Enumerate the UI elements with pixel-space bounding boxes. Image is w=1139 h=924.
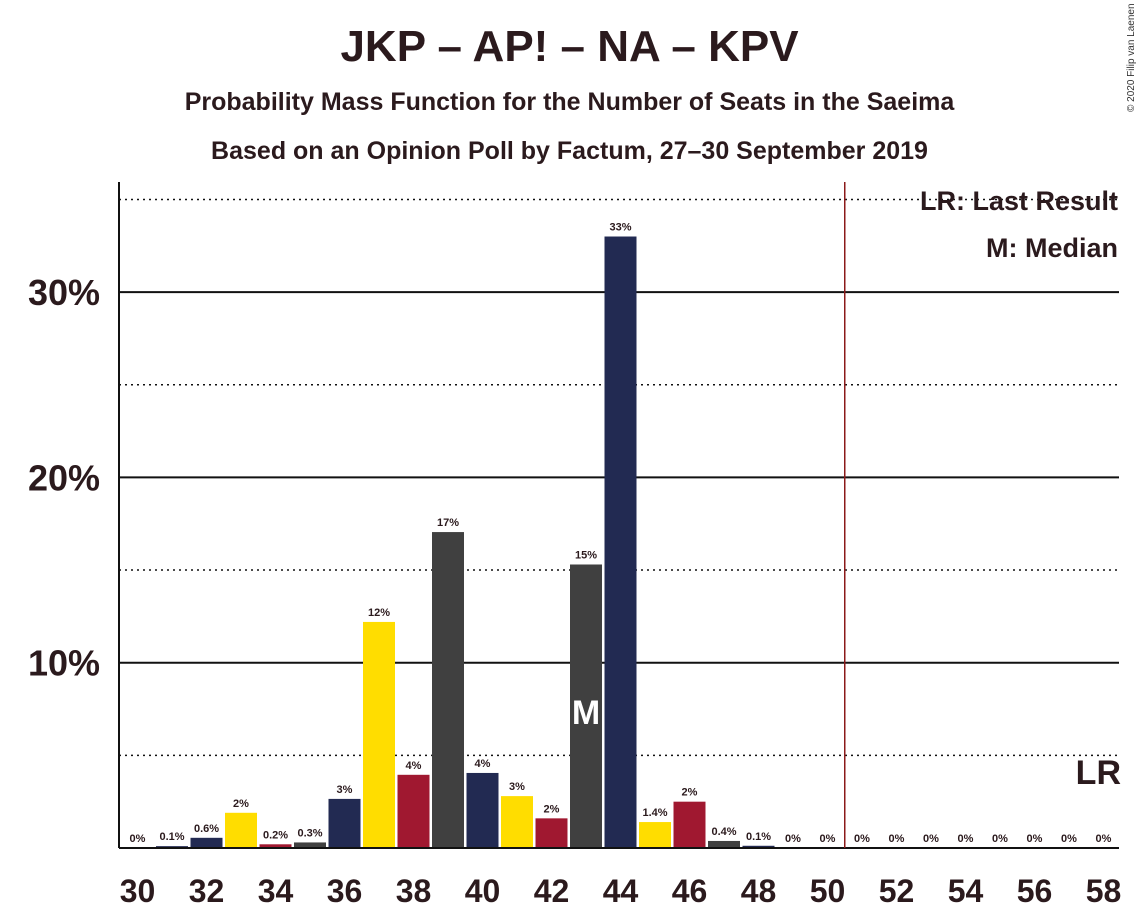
x-tick-label: 52 xyxy=(879,873,915,909)
x-tick-label: 30 xyxy=(120,873,156,909)
x-tick-label: 32 xyxy=(189,873,225,909)
value-label-37: 12% xyxy=(368,607,390,619)
chart-title: JKP – AP! – NA – KPV xyxy=(340,22,799,71)
value-label-48: 0.1% xyxy=(746,831,771,843)
value-label-53: 0% xyxy=(923,833,939,845)
bar-43 xyxy=(570,564,602,848)
value-label-46: 2% xyxy=(682,787,698,799)
value-label-43: 15% xyxy=(575,549,597,561)
bar-45 xyxy=(639,822,671,848)
value-label-44: 33% xyxy=(609,222,631,234)
x-tick-label: 36 xyxy=(327,873,363,909)
x-tick-label: 48 xyxy=(741,873,777,909)
value-label-40: 4% xyxy=(475,758,491,770)
x-tick-label: 54 xyxy=(948,873,984,909)
value-label-56: 0% xyxy=(1027,833,1043,845)
bar-34 xyxy=(259,844,292,848)
y-tick-label: 30% xyxy=(28,272,100,313)
value-label-58: 0% xyxy=(1096,833,1112,845)
x-axis: 30 32 34 36 38 40 42 44 46 48 50 52 54 56 58 xyxy=(119,847,1122,909)
bar-38 xyxy=(397,774,430,848)
x-tick-label: 58 xyxy=(1086,873,1122,909)
value-label-51: 0% xyxy=(854,833,870,845)
value-label-35: 0.3% xyxy=(297,827,322,839)
y-axis: 10% 20% 30% xyxy=(28,182,120,848)
value-label-50: 0% xyxy=(820,833,836,845)
legend-last-result: LR: Last Result xyxy=(920,186,1118,216)
bar-39 xyxy=(432,532,464,848)
bar-48 xyxy=(742,845,775,848)
value-label-41: 3% xyxy=(509,781,525,793)
x-tick-label: 56 xyxy=(1017,873,1053,909)
value-label-54: 0% xyxy=(958,833,974,845)
bar-33 xyxy=(225,812,257,848)
value-label-49: 0% xyxy=(785,833,801,845)
value-label-32: 0.6% xyxy=(194,823,219,835)
x-tick-label: 46 xyxy=(672,873,708,909)
median-marker: M xyxy=(572,694,600,732)
value-label-52: 0% xyxy=(889,833,905,845)
bar-40 xyxy=(466,772,499,848)
value-label-30: 0% xyxy=(130,833,146,845)
bar-47 xyxy=(708,840,740,848)
x-tick-label: 38 xyxy=(396,873,432,909)
bar-46 xyxy=(673,801,706,848)
bar-32 xyxy=(190,837,223,848)
y-tick-label: 20% xyxy=(28,457,100,498)
bar-44 xyxy=(604,236,637,848)
bar-41 xyxy=(501,796,533,848)
x-tick-label: 34 xyxy=(258,873,294,909)
value-label-42: 2% xyxy=(544,803,560,815)
value-label-38: 4% xyxy=(406,760,422,772)
value-label-36: 3% xyxy=(337,784,353,796)
x-tick-label: 50 xyxy=(810,873,846,909)
bar-37 xyxy=(363,621,395,848)
value-label-31: 0.1% xyxy=(159,831,184,843)
chart-subtitle-poll: Based on an Opinion Poll by Factum, 27–3… xyxy=(211,137,928,165)
last-result-marker: LR xyxy=(1076,754,1121,792)
bar-35 xyxy=(294,842,326,848)
value-label-45: 1.4% xyxy=(642,807,667,819)
bars xyxy=(156,236,775,848)
value-label-33: 2% xyxy=(233,798,249,810)
value-label-55: 0% xyxy=(992,833,1008,845)
markers: M LR xyxy=(572,182,1121,848)
legend-median: M: Median xyxy=(986,233,1118,263)
value-label-34: 0.2% xyxy=(263,829,288,841)
bar-42 xyxy=(535,818,568,848)
x-tick-label: 40 xyxy=(465,873,501,909)
value-label-57: 0% xyxy=(1061,833,1077,845)
x-tick-label: 44 xyxy=(603,873,639,909)
chart-subtitle: Probability Mass Function for the Number… xyxy=(184,88,955,116)
x-tick-label: 42 xyxy=(534,873,570,909)
y-tick-label: 10% xyxy=(28,643,100,684)
value-label-39: 17% xyxy=(437,517,459,529)
value-labels: 0% 0.1% 0.6% 2% 0.2% 0.3% 3% 12% 4% 17% 4% 3% 2% 15% 3… xyxy=(130,222,1112,845)
bar-36 xyxy=(328,798,361,848)
value-label-47: 0.4% xyxy=(711,826,736,838)
